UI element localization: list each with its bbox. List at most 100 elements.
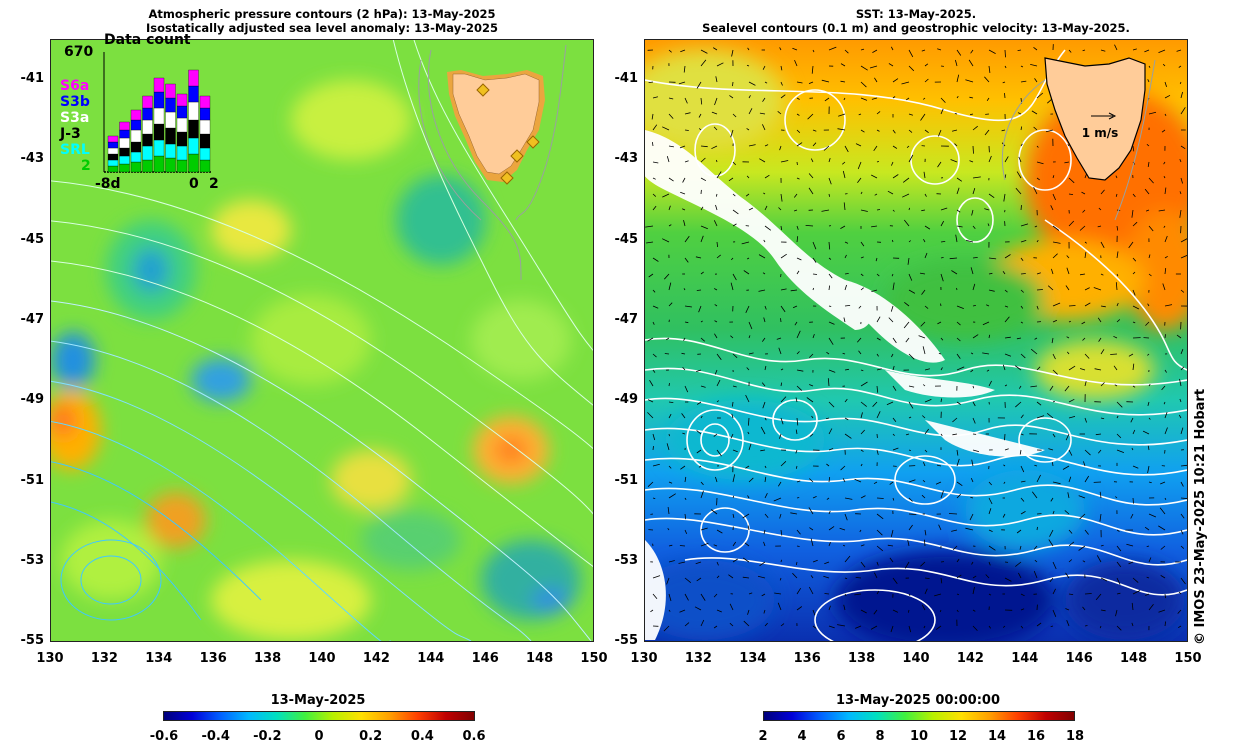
velocity-vector: [939, 609, 942, 613]
velocity-vector: [1068, 416, 1076, 419]
velocity-vector: [700, 145, 708, 148]
x-tick-label: 132: [684, 651, 712, 666]
velocity-vector: [860, 449, 864, 452]
velocity-vector: [842, 161, 846, 165]
velocity-vector: [763, 317, 766, 323]
velocity-vector: [1100, 544, 1104, 547]
x-tick-label: 136: [793, 651, 821, 666]
velocity-vector: [1176, 334, 1182, 339]
velocity-vector: [681, 413, 686, 419]
velocity-vector: [746, 367, 750, 371]
velocity-vector: [1180, 545, 1185, 549]
velocity-vector: [1116, 529, 1120, 532]
velocity-vector: [892, 78, 899, 83]
velocity-vector: [1096, 555, 1102, 563]
velocity-vector: [742, 557, 750, 563]
velocity-vector: [1099, 625, 1102, 629]
velocity-vector: [646, 241, 654, 244]
velocity-vector: [808, 507, 814, 515]
velocity-vector: [956, 401, 961, 405]
velocity-vector: [652, 433, 656, 441]
velocity-vector: [716, 400, 719, 403]
velocity-vector: [1180, 481, 1184, 487]
velocity-vector: [1084, 302, 1091, 307]
velocity-vector: [1020, 608, 1025, 611]
velocity-vector: [828, 625, 835, 629]
velocity-vector: [828, 605, 831, 611]
velocity-vector: [875, 257, 878, 262]
velocity-vector: [1066, 255, 1070, 259]
left-title-line2: Isostatically adjusted sea level anomaly…: [146, 21, 498, 35]
velocity-vector: [1017, 112, 1022, 115]
velocity-vector: [876, 273, 880, 277]
velocity-vector: [1148, 383, 1151, 387]
count-bar-segment: [107, 135, 119, 143]
velocity-vector: [860, 369, 864, 372]
velocity-vector: [748, 352, 754, 355]
x-tick-label: 150: [1174, 651, 1202, 666]
count-bar-segment: [130, 119, 142, 131]
velocity-vector: [730, 282, 734, 291]
velocity-vector: [812, 273, 818, 275]
velocity-vector: [1004, 353, 1012, 357]
velocity-vector: [1033, 187, 1038, 195]
velocity-vector: [921, 494, 926, 499]
velocity-vector: [715, 476, 718, 483]
velocity-vector: [747, 431, 750, 435]
count-bar-segment: [130, 151, 142, 163]
velocity-vector: [890, 305, 894, 312]
velocity-vector: [924, 193, 927, 197]
velocity-vector: [1002, 513, 1006, 518]
velocity-vector: [948, 513, 958, 515]
velocity-vector: [1158, 525, 1166, 531]
velocity-vector: [940, 367, 943, 371]
velocity-vector: [972, 385, 975, 389]
velocity-vector: [972, 401, 976, 407]
velocity-vector: [972, 225, 976, 229]
velocity-vector: [828, 337, 834, 345]
velocity-vector: [1180, 366, 1185, 371]
velocity-vector: [1019, 545, 1022, 550]
velocity-vector: [1050, 205, 1054, 211]
velocity-vector: [762, 401, 766, 409]
velocity-vector: [758, 289, 766, 292]
velocity-vector: [859, 529, 862, 533]
velocity-vector: [1097, 317, 1102, 323]
velocity-vector: [1020, 126, 1023, 131]
velocity-vector: [780, 160, 789, 163]
velocity-vector: [774, 592, 782, 595]
velocity-vector: [908, 524, 913, 531]
velocity-vector: [876, 368, 882, 371]
velocity-vector: [1131, 622, 1134, 627]
velocity-vector: [666, 577, 670, 585]
velocity-vector: [796, 529, 801, 535]
velocity-vector: [1036, 177, 1040, 181]
velocity-vector: [828, 401, 835, 408]
velocity-vector: [970, 352, 974, 355]
velocity-vector: [940, 257, 944, 259]
velocity-vector: [664, 353, 670, 355]
velocity-vector: [844, 284, 847, 291]
velocity-vector: [684, 129, 689, 131]
velocity-vector: [860, 241, 865, 247]
velocity-vector: [746, 175, 750, 179]
velocity-vector: [711, 145, 718, 150]
velocity-vector: [908, 289, 916, 294]
velocity-vector: [700, 542, 709, 547]
velocity-vector: [742, 576, 750, 579]
velocity-vector: [937, 321, 942, 325]
velocity-vector: [1020, 465, 1025, 473]
velocity-vector: [891, 273, 894, 277]
velocity-vector: [796, 225, 799, 230]
velocity-vector: [796, 369, 804, 372]
velocity-vector: [1093, 287, 1102, 291]
velocity-vector: [828, 542, 831, 547]
velocity-vector: [873, 145, 878, 152]
velocity-vector: [907, 257, 910, 265]
velocity-vector: [1128, 561, 1134, 565]
velocity-vector: [921, 209, 926, 212]
velocity-vector: [1083, 461, 1086, 467]
data-count-bars: [103, 52, 212, 173]
velocity-vector: [794, 59, 798, 67]
velocity-vector: [1020, 321, 1024, 324]
